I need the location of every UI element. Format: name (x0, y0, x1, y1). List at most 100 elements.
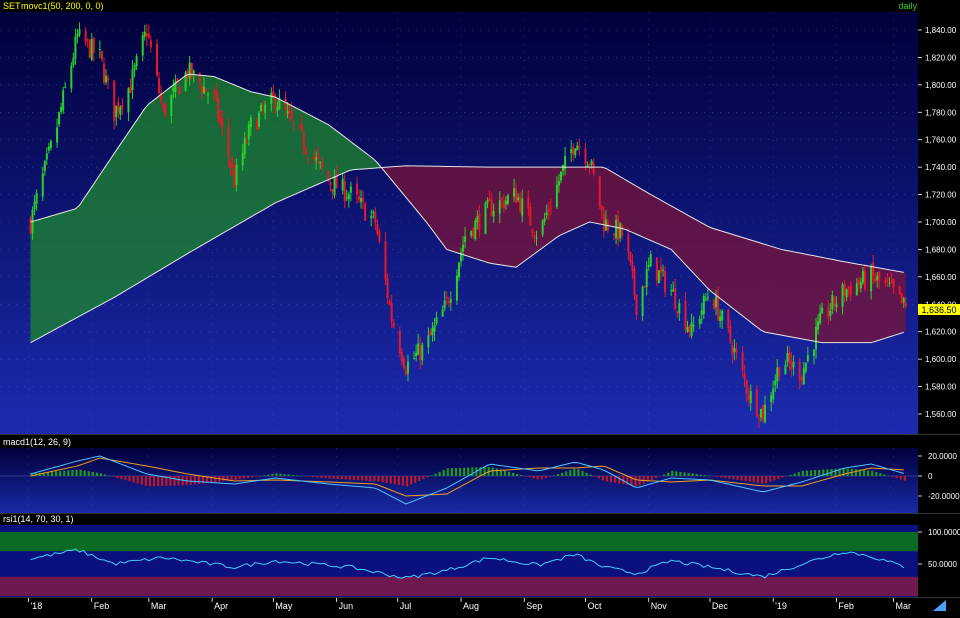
candle (100, 50, 103, 62)
candle-body (78, 29, 81, 35)
rsi-panel-label[interactable]: rsi1(14, 70, 30, 1) (3, 514, 74, 524)
candle-body (341, 178, 344, 191)
macd-histogram-bar (658, 476, 662, 477)
candle (792, 355, 795, 376)
macd-histogram-bar (250, 476, 254, 478)
candle-body (43, 161, 46, 171)
candle-body (641, 286, 644, 316)
macd-histogram-bar (279, 473, 282, 476)
candle (831, 290, 834, 315)
candle (719, 309, 722, 328)
candle-body (559, 171, 562, 181)
macd-histogram-bar (136, 476, 139, 484)
candle (476, 210, 479, 230)
candle (486, 197, 489, 209)
macd-histogram-bar (716, 476, 719, 477)
candle-body (76, 33, 79, 37)
candle (657, 270, 660, 284)
macd-histogram-bar (650, 476, 653, 480)
candle-body (41, 173, 44, 197)
candle (635, 294, 638, 320)
main-indicator-label[interactable]: movc1(50, 200, 0, 0) (21, 1, 104, 11)
candle (313, 149, 316, 165)
candle (702, 293, 705, 320)
candle-body (557, 181, 560, 186)
candle-body (513, 188, 516, 197)
candle-body (741, 352, 744, 371)
macd-histogram-bar (503, 470, 507, 476)
candle (235, 158, 238, 192)
candle (258, 110, 261, 129)
candle (778, 366, 781, 381)
macd-histogram-bar (332, 476, 335, 479)
candle-body (29, 218, 32, 233)
candle-body (535, 237, 538, 239)
candle (131, 60, 134, 100)
candle-body (290, 110, 293, 119)
candle (421, 342, 424, 366)
candle-body (659, 266, 662, 273)
timeframe-label[interactable]: daily (898, 1, 917, 11)
candle (700, 302, 703, 325)
candle (715, 290, 718, 316)
candle-body (198, 73, 201, 84)
candle (45, 147, 48, 166)
candle (674, 278, 677, 311)
macd-histogram-bar (752, 476, 755, 483)
macd-histogram-bar (63, 470, 66, 476)
macd-histogram-bar (173, 476, 176, 486)
scroll-right-icon[interactable] (933, 600, 946, 611)
candle-body (672, 289, 675, 292)
macd-histogram-bar (303, 476, 307, 477)
candle-body (670, 290, 673, 292)
macd-histogram-bar (813, 470, 817, 476)
macd-histogram-bar (426, 476, 429, 478)
candle (547, 201, 550, 221)
candle-body (688, 325, 691, 333)
price-candles (29, 22, 907, 429)
macd-histogram-bar (397, 476, 400, 486)
candle-body (770, 395, 773, 403)
candle-body (743, 373, 746, 380)
symbol-label[interactable]: SET (3, 1, 21, 11)
macd-series (0, 455, 918, 505)
candle-body (784, 365, 787, 375)
candle-body (345, 197, 348, 199)
candle-body (107, 77, 110, 81)
candle-body (533, 235, 536, 237)
candle (759, 408, 762, 422)
candle (141, 31, 144, 62)
candle (58, 111, 61, 128)
candle (304, 146, 307, 157)
candle-body (400, 351, 403, 362)
candle (817, 314, 820, 335)
candle-body (207, 94, 210, 96)
time-axis: '18 Feb Mar Apr May Jun Jul Aug Sep Oct Nov Dec '19 F… (28, 598, 911, 611)
candle (74, 28, 77, 65)
macd-histogram-bar (369, 476, 372, 481)
candle (574, 147, 577, 159)
candle (784, 360, 787, 375)
macd-histogram-bar (246, 476, 249, 478)
fast-ma-line (30, 73, 904, 344)
candle-body (861, 270, 864, 283)
macd-histogram-bar (454, 467, 458, 476)
candle-body (655, 257, 658, 281)
candle (488, 190, 491, 202)
candle (129, 78, 132, 94)
macd-axis: 20.0000 0 -20.0000 (918, 452, 960, 501)
candle (41, 166, 44, 202)
candle (672, 281, 675, 292)
candle-body (307, 157, 309, 159)
candle-body (304, 150, 307, 154)
candle-body (284, 98, 287, 111)
macd-panel-label[interactable]: macd1(12, 26, 9) (3, 437, 71, 447)
candle (343, 174, 346, 209)
macd-histogram-bar (157, 476, 160, 487)
candle-body (721, 310, 724, 321)
macd-histogram-bar (140, 476, 143, 485)
candle (902, 296, 905, 308)
candle (233, 162, 236, 189)
candle-body (313, 156, 316, 160)
